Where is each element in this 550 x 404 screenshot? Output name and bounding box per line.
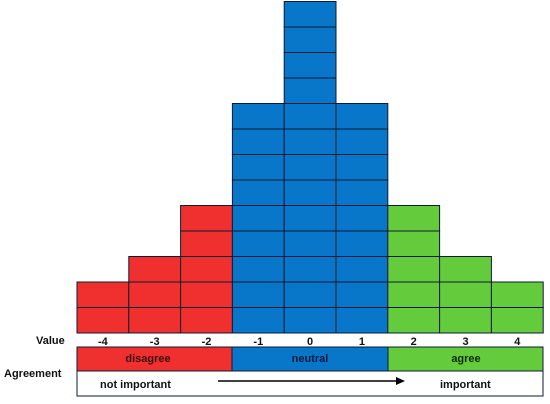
grid-cell xyxy=(335,307,389,334)
value-tick-label: 1 xyxy=(359,336,365,348)
grid-cell xyxy=(439,256,492,283)
grid-cell xyxy=(231,103,285,130)
grid-cell xyxy=(335,256,389,283)
grid-cell xyxy=(231,128,285,155)
grid-cell xyxy=(335,154,389,181)
value-axis-labels: -4 -3 -2 -1 0 1 2 3 4 xyxy=(98,336,521,348)
grid-cell xyxy=(335,281,389,308)
grid-cell xyxy=(231,256,285,283)
disagree-band xyxy=(76,346,233,372)
value-tick-label: 2 xyxy=(411,336,417,348)
value-tick-label: -1 xyxy=(253,336,263,348)
neutral-band xyxy=(231,346,389,372)
agreement-row-label: Agreement xyxy=(4,368,62,380)
value-tick-label: 0 xyxy=(307,336,313,348)
neutral-label: neutral xyxy=(292,353,329,365)
grid-cell xyxy=(180,205,233,232)
grid-cell xyxy=(283,281,337,308)
value-tick-label: -3 xyxy=(150,336,160,348)
value-tick-label: 4 xyxy=(514,336,521,348)
q-sort-grid xyxy=(76,1,544,334)
grid-cell xyxy=(180,230,233,257)
importance-box xyxy=(76,370,544,397)
grid-cell xyxy=(335,103,389,130)
grid-cell xyxy=(335,128,389,155)
grid-cell xyxy=(180,256,233,283)
value-tick-label: -2 xyxy=(202,336,212,348)
grid-cell xyxy=(335,179,389,206)
grid-cell xyxy=(231,154,285,181)
agreement-bands: disagree neutral agree xyxy=(76,346,544,372)
grid-cell xyxy=(439,281,492,308)
importance-scale: not important important xyxy=(76,370,544,397)
grid-cell xyxy=(76,281,130,308)
grid-cell xyxy=(490,281,544,308)
grid-cell xyxy=(283,1,337,28)
arrow-head-icon xyxy=(396,377,405,385)
value-tick-label: 3 xyxy=(462,336,468,348)
grid-cell xyxy=(490,307,544,334)
not-important-label: not important xyxy=(100,379,171,391)
grid-cell xyxy=(283,307,337,334)
grid-cell xyxy=(283,256,337,283)
grid-cell xyxy=(128,256,182,283)
grid-cell xyxy=(387,281,441,308)
grid-cell xyxy=(387,256,441,283)
grid-cell xyxy=(128,307,182,334)
grid-cell xyxy=(387,205,441,232)
value-tick-label: -4 xyxy=(98,336,109,348)
grid-cell xyxy=(387,230,441,257)
grid-cell xyxy=(180,307,233,334)
grid-cell xyxy=(76,307,130,334)
grid-cell xyxy=(283,52,337,79)
grid-cell xyxy=(387,307,441,334)
grid-cell xyxy=(283,179,337,206)
important-label: important xyxy=(440,379,491,391)
grid-cell xyxy=(283,26,337,53)
grid-cell xyxy=(180,281,233,308)
grid-cell xyxy=(231,281,285,308)
grid-cell xyxy=(128,281,182,308)
grid-cell xyxy=(283,230,337,257)
grid-cell xyxy=(231,179,285,206)
grid-cell xyxy=(283,205,337,232)
grid-cell xyxy=(283,128,337,155)
grid-cell xyxy=(231,205,285,232)
grid-cell xyxy=(231,230,285,257)
value-row-label: Value xyxy=(36,335,65,347)
disagree-label: disagree xyxy=(125,353,170,365)
grid-cell xyxy=(283,103,337,130)
grid-cell xyxy=(283,77,337,104)
agree-label: agree xyxy=(451,353,480,365)
grid-cell xyxy=(335,205,389,232)
grid-cell xyxy=(335,230,389,257)
grid-cell xyxy=(283,154,337,181)
grid-cell xyxy=(439,307,492,334)
grid-cell xyxy=(231,307,285,334)
